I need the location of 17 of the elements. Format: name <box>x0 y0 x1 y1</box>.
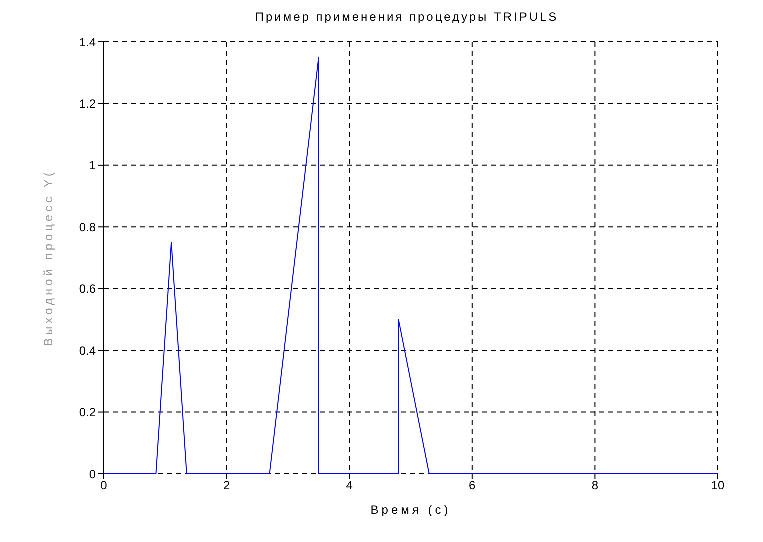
y-axis-title: Выходной процесс Y( <box>41 170 56 346</box>
chart-title: Пример применения процедуры TRIPULS <box>254 10 560 24</box>
x-axis-title: Время (с) <box>370 503 452 517</box>
y-tick-label: 0.8 <box>79 220 96 234</box>
y-tick-label: 1.4 <box>79 35 96 50</box>
x-tick-label: 2 <box>223 478 230 493</box>
x-tick-label: 4 <box>346 478 354 493</box>
y-tick-label: 1 <box>89 158 96 173</box>
y-tick-label: 0 <box>89 467 96 482</box>
y-tick-label: 0.4 <box>79 344 96 358</box>
y-tick-label: 0.2 <box>79 406 96 420</box>
x-tick-label: 0 <box>100 478 108 493</box>
x-tick-label: 6 <box>469 478 476 493</box>
x-tick-label: 8 <box>592 478 599 493</box>
y-tick-label: 1.2 <box>79 96 96 111</box>
y-tick-label: 0.6 <box>79 282 96 296</box>
x-tick-label: 10 <box>711 478 725 493</box>
